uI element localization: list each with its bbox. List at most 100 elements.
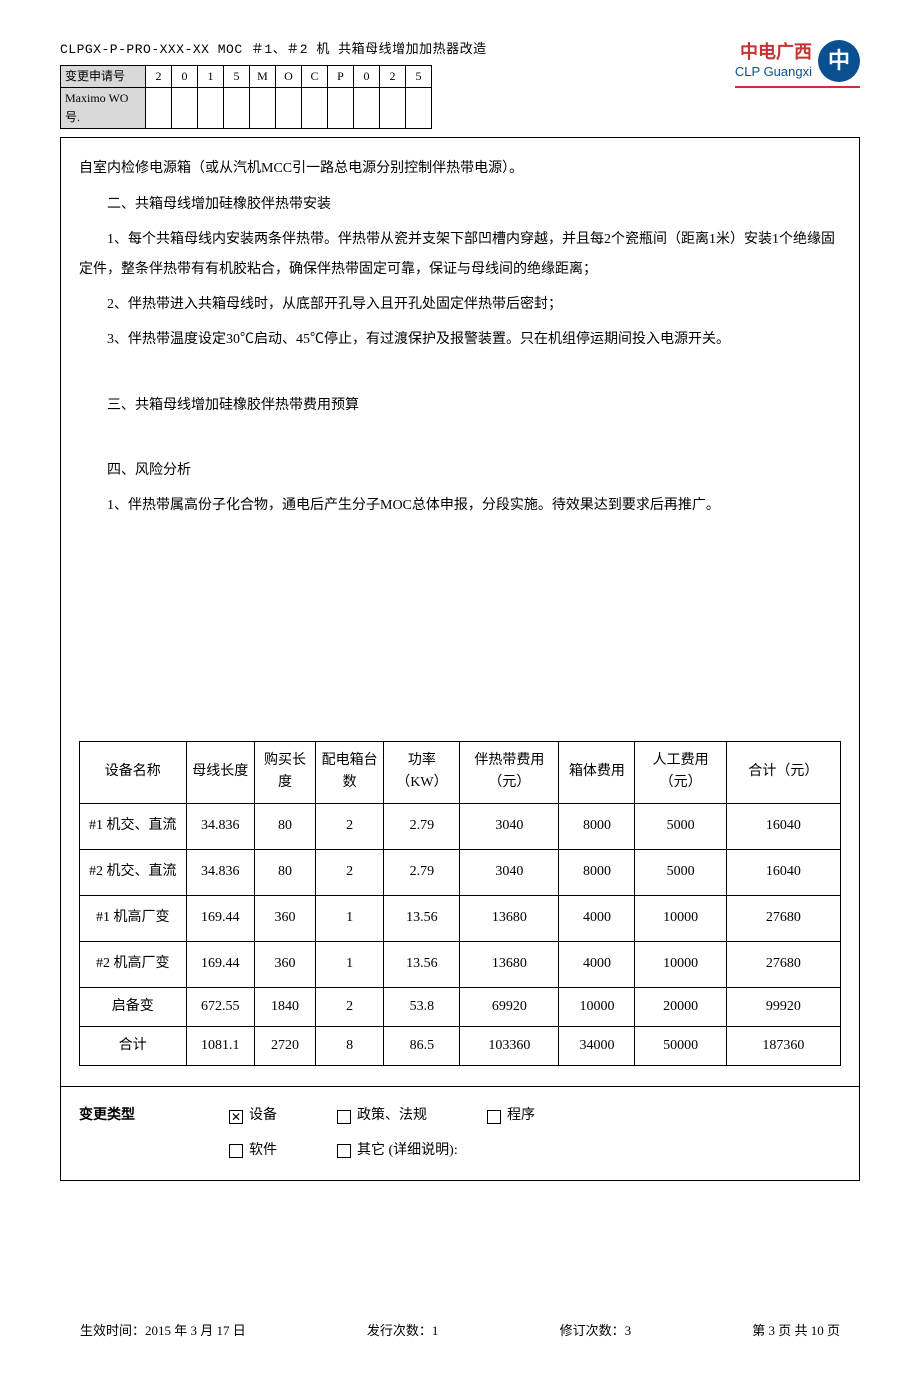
table-cell: 34000 [559,1027,635,1066]
table-cell: 8 [315,1027,383,1066]
table-cell: 8000 [559,849,635,895]
option-other[interactable]: 其它 (详细说明): [337,1140,458,1162]
table-header-cell: 设备名称 [80,741,187,803]
table-cell: 2 [315,803,383,849]
table-cell: 13680 [460,941,559,987]
id-cell [302,88,328,129]
change-type-row-1: 变更类型 ✕设备 政策、法规 程序 [79,1099,841,1133]
table-header-cell: 人工费用（元） [635,741,726,803]
heading-4: 四、风险分析 [79,456,841,485]
table-cell: 27680 [726,895,840,941]
table-cell: 16040 [726,803,840,849]
table-cell: 20000 [635,987,726,1026]
paragraph: 自室内检修电源箱（或从汽机MCC引一路总电源分别控制伴热带电源）。 [79,154,841,183]
cost-table: 设备名称母线长度购买长度配电箱台数功率（KW）伴热带费用（元）箱体费用人工费用（… [79,741,841,1067]
table-cell: 360 [255,941,316,987]
change-type-label: 变更类型 [79,1105,169,1127]
table-cell: 13.56 [384,941,460,987]
id-cell [250,88,276,129]
id-cell: 5 [224,65,250,88]
logo-text: 中电广西 CLP Guangxi [735,42,812,79]
table-cell: 69920 [460,987,559,1026]
page-footer: 生效时间：2015 年 3 月 17 日 发行次数：1 修订次数：3 第 3 页… [60,1321,860,1342]
change-request-label: 变更申请号 [60,65,146,88]
option-equipment[interactable]: ✕设备 [229,1105,277,1127]
id-cell [380,88,406,129]
heading-2: 二、共箱母线增加硅橡胶伴热带安装 [79,190,841,219]
option-label: 其它 (详细说明): [357,1140,458,1162]
id-cell: 2 [380,65,406,88]
option-policy[interactable]: 政策、法规 [337,1105,427,1127]
table-cell: 2720 [255,1027,316,1066]
change-request-cells: 2015MOCP025 [146,65,432,88]
document-id: CLPGX-P-PRO-XXX-XX MOC ＃1、＃2 机 共箱母线增加加热器… [60,40,735,61]
table-cell: #1 机交、直流 [80,803,187,849]
table-cell: 8000 [559,803,635,849]
table-cell: 2.79 [384,803,460,849]
paragraph: 3、伴热带温度设定30℃启动、45℃停止，有过渡保护及报警装置。只在机组停运期间… [79,325,841,354]
table-header-cell: 箱体费用 [559,741,635,803]
table-cell: #1 机高厂变 [80,895,187,941]
maximo-row: Maximo WO 号. [60,88,735,129]
content-box: 自室内检修电源箱（或从汽机MCC引一路总电源分别控制伴热带电源）。 二、共箱母线… [60,137,860,1086]
option-label: 软件 [249,1140,277,1162]
table-cell: 10000 [635,895,726,941]
checkbox-icon [337,1110,351,1124]
table-cell: 4000 [559,941,635,987]
logo-icon: 中 [818,40,860,82]
table-cell: 2 [315,849,383,895]
footer-issue: 发行次数：1 [367,1321,439,1342]
table-cell: 合计 [80,1027,187,1066]
table-header-cell: 伴热带费用（元） [460,741,559,803]
table-cell: 169.44 [186,941,254,987]
option-procedure[interactable]: 程序 [487,1105,535,1127]
table-cell: 34.836 [186,849,254,895]
table-cell: 1 [315,895,383,941]
table-cell: #2 机高厂变 [80,941,187,987]
table-cell: 187360 [726,1027,840,1066]
table-cell: 27680 [726,941,840,987]
id-cell [224,88,250,129]
page-header: CLPGX-P-PRO-XXX-XX MOC ＃1、＃2 机 共箱母线增加加热器… [60,40,860,129]
table-cell: 5000 [635,849,726,895]
maximo-label: Maximo WO 号. [60,88,146,129]
table-cell: 16040 [726,849,840,895]
table-row: 合计1081.12720886.51033603400050000187360 [80,1027,841,1066]
option-label: 政策、法规 [357,1105,427,1127]
table-cell: 80 [255,849,316,895]
table-cell: 99920 [726,987,840,1026]
table-row: 启备变672.551840253.869920100002000099920 [80,987,841,1026]
table-header-cell: 购买长度 [255,741,316,803]
table-cell: 13680 [460,895,559,941]
table-cell: 5000 [635,803,726,849]
table-cell: 4000 [559,895,635,941]
table-cell: 3040 [460,803,559,849]
table-cell: 1 [315,941,383,987]
checkbox-icon [337,1144,351,1158]
table-row: #1 机交、直流34.8368022.7930408000500016040 [80,803,841,849]
id-cell: M [250,65,276,88]
id-cell [406,88,432,129]
table-cell: 80 [255,803,316,849]
footer-revision: 修订次数：3 [560,1321,632,1342]
table-cell: 86.5 [384,1027,460,1066]
option-label: 设备 [249,1105,277,1127]
table-cell: 启备变 [80,987,187,1026]
table-cell: 360 [255,895,316,941]
option-software[interactable]: 软件 [229,1140,277,1162]
change-request-row: 变更申请号 2015MOCP025 [60,65,735,88]
id-cell [146,88,172,129]
id-cell: 0 [354,65,380,88]
id-cell [276,88,302,129]
checkbox-icon [487,1110,501,1124]
table-cell: 672.55 [186,987,254,1026]
table-row: #1 机高厂变169.44360113.56136804000100002768… [80,895,841,941]
header-left: CLPGX-P-PRO-XXX-XX MOC ＃1、＃2 机 共箱母线增加加热器… [60,40,735,129]
table-body: #1 机交、直流34.8368022.7930408000500016040 #2… [80,803,841,1066]
checkbox-icon [229,1144,243,1158]
maximo-cells [146,88,432,129]
logo-en: CLP Guangxi [735,64,812,80]
id-cell: 1 [198,65,224,88]
id-cell [328,88,354,129]
footer-effective: 生效时间：2015 年 3 月 17 日 [80,1321,246,1342]
